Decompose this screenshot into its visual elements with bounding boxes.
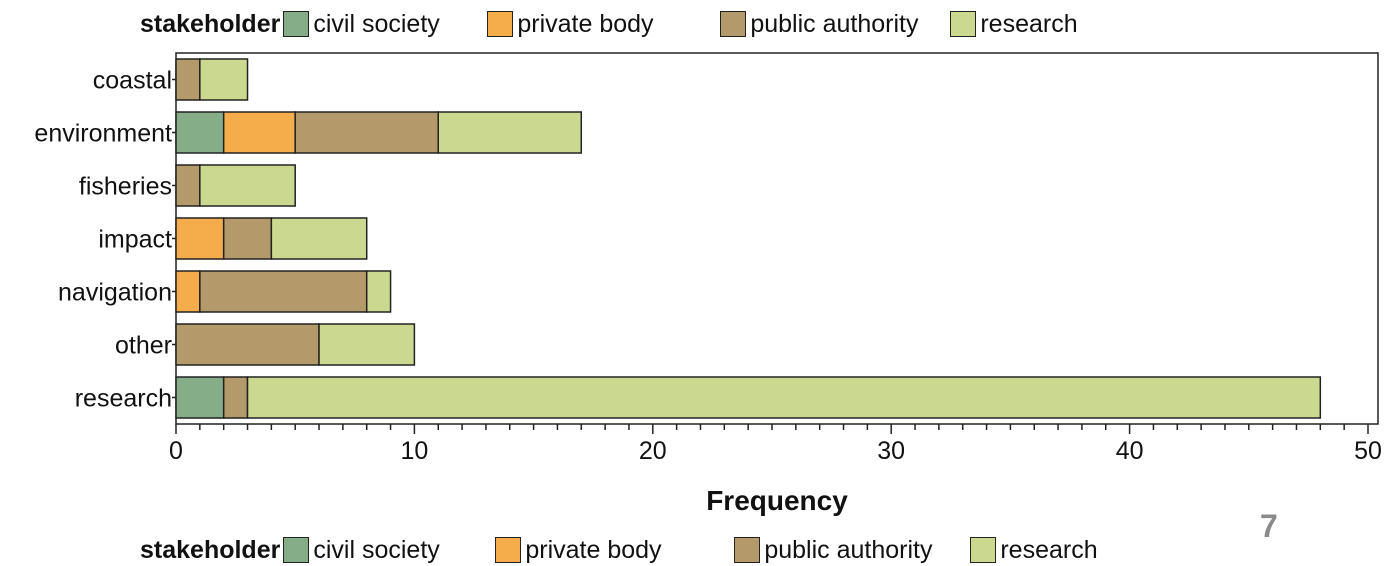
x-tick-label: 10: [400, 437, 428, 465]
legend-swatch: [283, 11, 310, 37]
x-axis-title: Frequency: [706, 485, 848, 516]
bar-segment: [175, 323, 320, 366]
bar-segment: [175, 111, 225, 154]
legend-swatch: [734, 537, 761, 563]
legend-label: public authority: [764, 535, 933, 564]
bar-segment: [175, 217, 225, 260]
legend-label: civil society: [313, 535, 440, 564]
legend-top: stakeholder civil society private body p…: [0, 9, 1078, 39]
x-tick-label: 20: [639, 437, 667, 465]
legend-entry-civil-society: civil society: [283, 10, 487, 39]
bar-segment: [175, 164, 201, 207]
bar-segment: [175, 270, 201, 313]
category-label: other: [115, 332, 172, 360]
legend-label: private body: [525, 535, 662, 564]
legend-entry-public-authority: public authority: [734, 536, 970, 565]
legend-label: private body: [517, 9, 654, 38]
category-label: coastal: [93, 67, 172, 95]
x-tick-label: 30: [877, 437, 905, 465]
legend-label: public authority: [750, 9, 919, 38]
legend-entry-research: research: [970, 535, 1098, 565]
bar-segment: [175, 376, 225, 419]
legend-entry-private-body: private body: [495, 536, 734, 565]
legend-entry-civil-society: civil society: [283, 536, 495, 565]
legend-label: civil society: [313, 9, 440, 38]
legend-label: research: [980, 9, 1078, 38]
legend-entry-public-authority: public authority: [720, 10, 950, 39]
legend-swatch: [283, 537, 310, 563]
bar-segment: [294, 111, 439, 154]
bar-segment: [270, 217, 368, 260]
legend-swatch: [720, 11, 747, 37]
x-tick-label: 0: [169, 437, 183, 465]
page-number: 7: [1260, 508, 1278, 544]
category-label: fisheries: [79, 173, 172, 201]
legend-swatch: [495, 537, 522, 563]
legend-bottom: stakeholder civil society private body p…: [0, 535, 1098, 565]
bar-segment: [222, 376, 249, 419]
bar-segment: [199, 164, 296, 207]
legend-title: stakeholder: [140, 535, 281, 564]
bar-segment: [437, 111, 583, 154]
bar-segment: [222, 217, 273, 260]
x-tick-label: 40: [1116, 437, 1144, 465]
bar-segment: [222, 111, 296, 154]
legend-entry-research: research: [950, 9, 1078, 39]
legend-entry-private-body: private body: [487, 10, 720, 39]
category-label: navigation: [58, 279, 172, 307]
bar-segment: [199, 58, 249, 101]
bar-segment: [246, 376, 1322, 419]
category-label: research: [75, 385, 172, 413]
bar-segment: [365, 270, 392, 313]
bar-segment: [318, 323, 416, 366]
legend-label: research: [1000, 535, 1098, 564]
legend-title: stakeholder: [140, 9, 281, 38]
category-label: environment: [34, 120, 172, 148]
bar-segment: [175, 58, 201, 101]
legend-swatch: [970, 537, 997, 563]
legend-swatch: [487, 11, 514, 37]
category-label: impact: [98, 226, 172, 254]
x-tick-label: 50: [1354, 437, 1382, 465]
bar-segment: [199, 270, 368, 313]
legend-swatch: [950, 11, 977, 37]
